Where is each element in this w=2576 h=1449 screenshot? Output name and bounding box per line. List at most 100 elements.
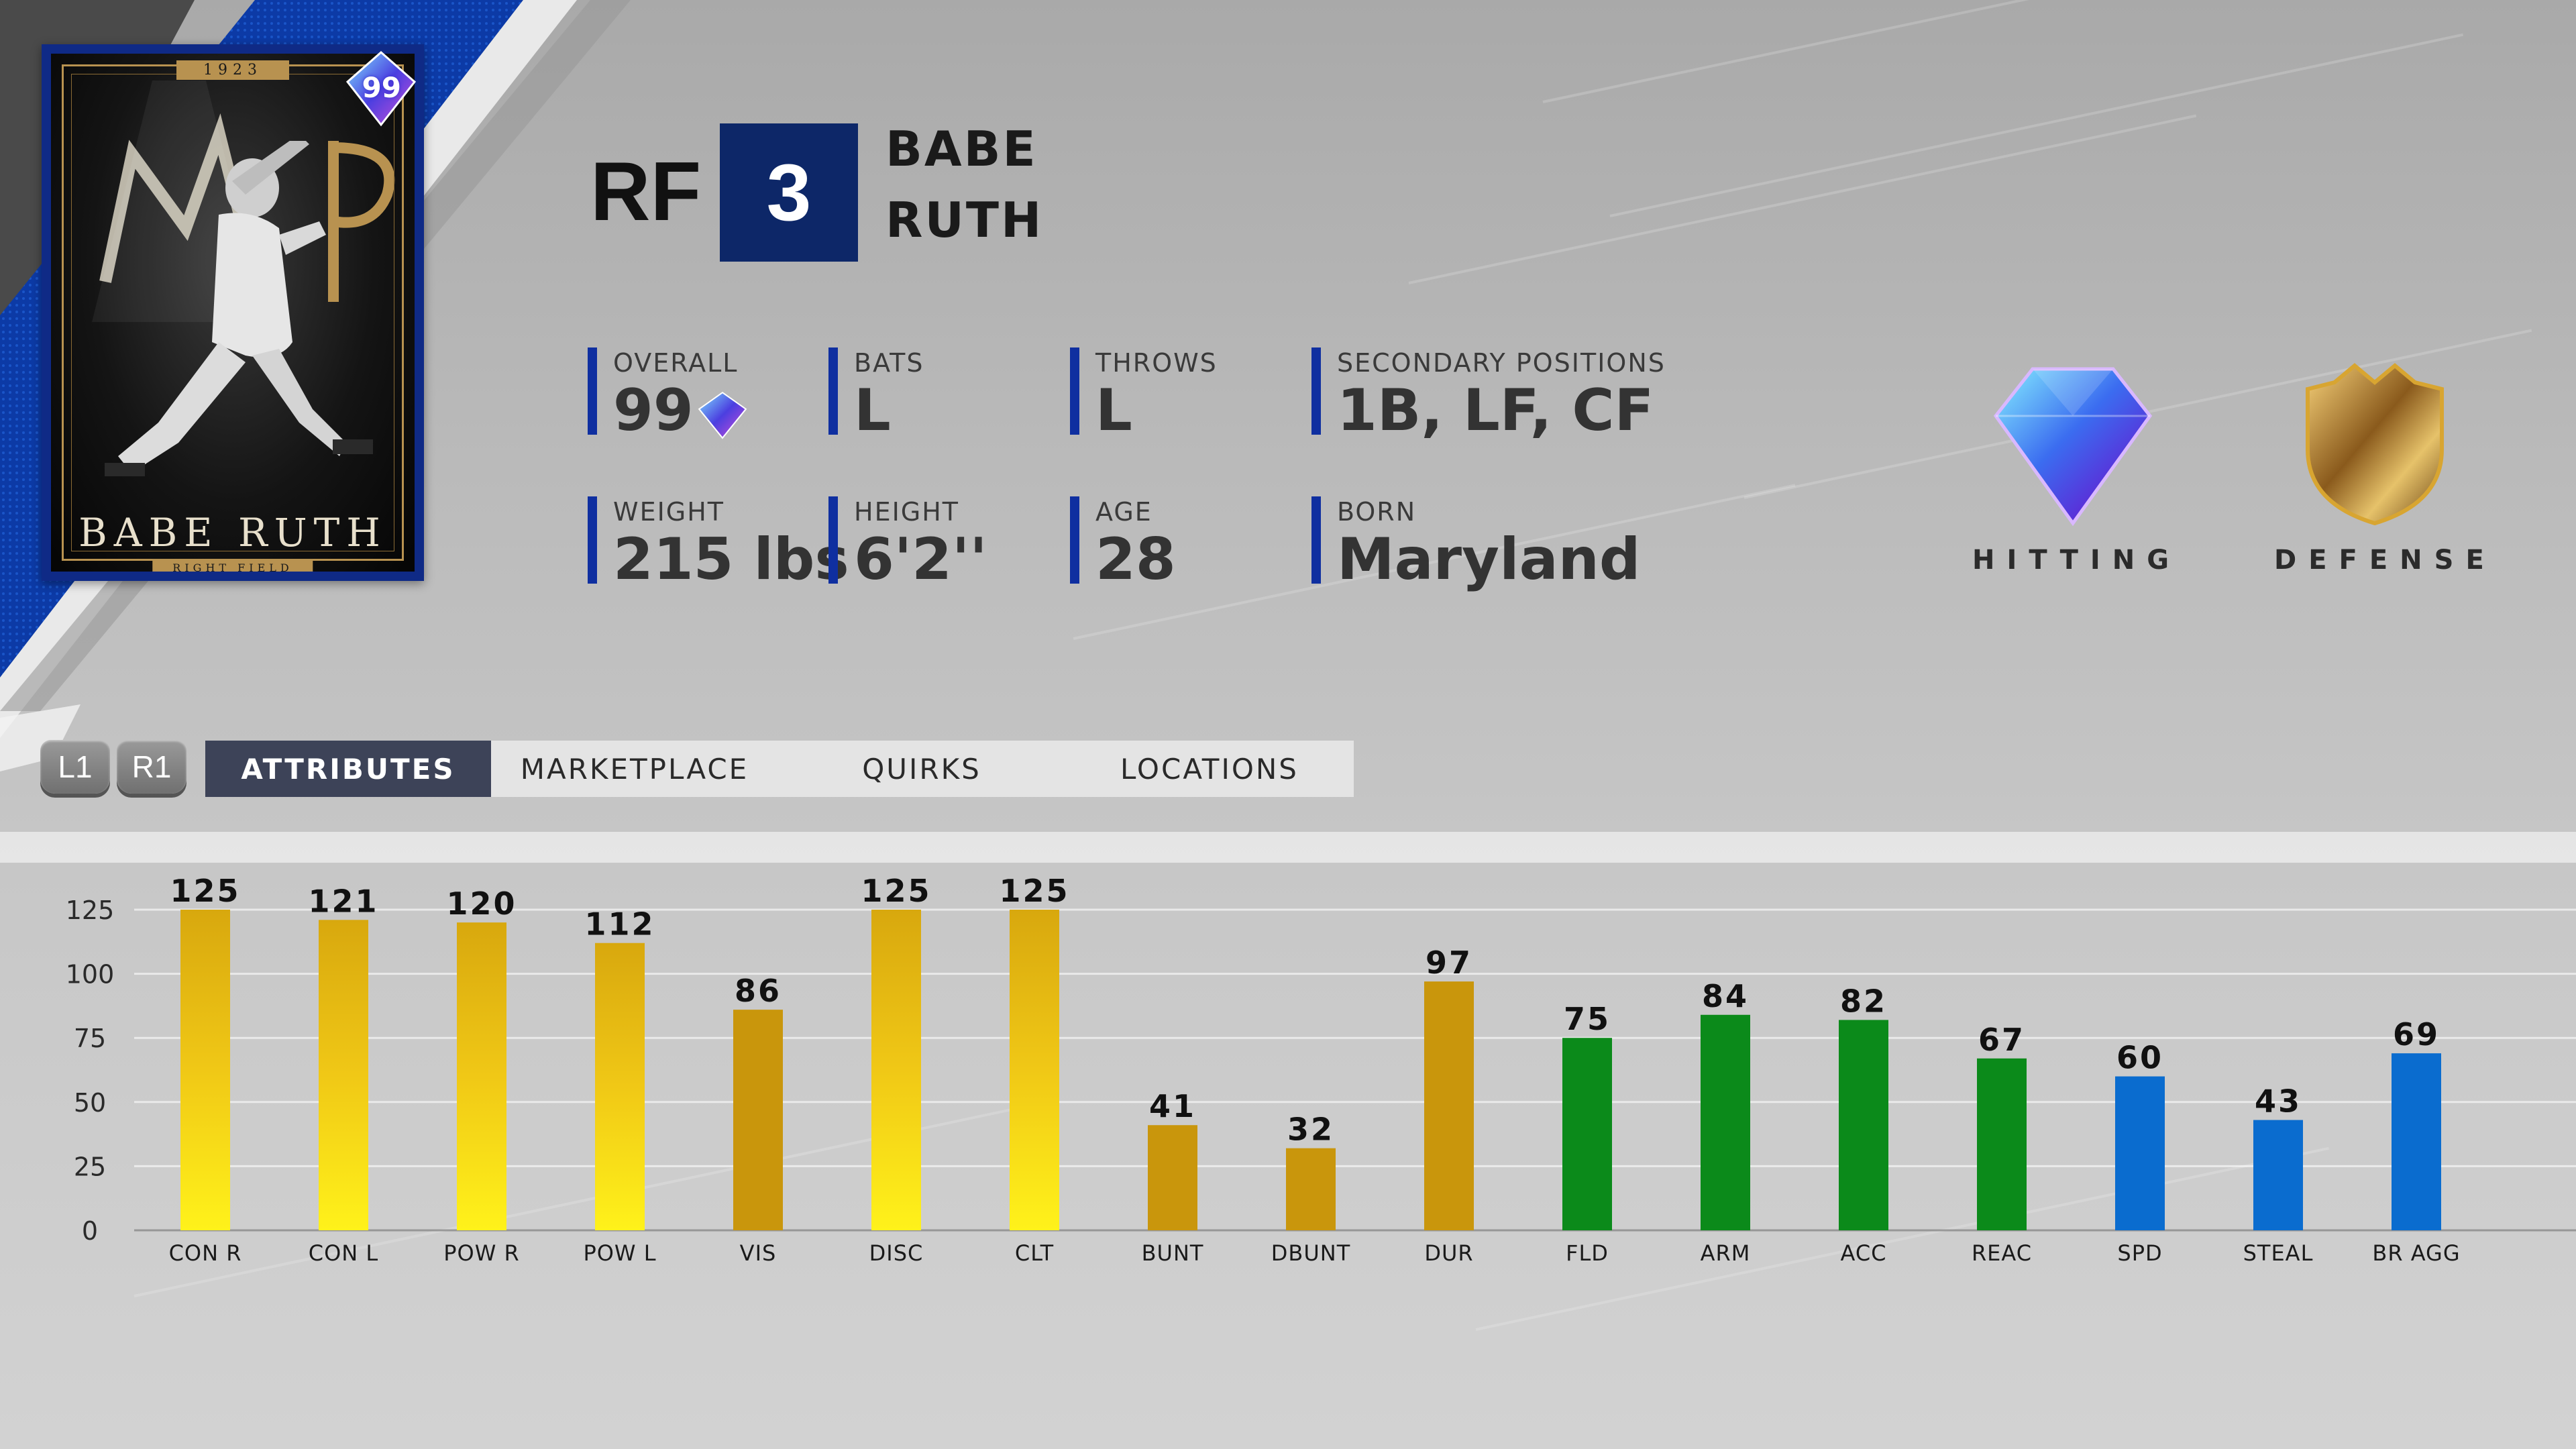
bar-value-label: 125 bbox=[170, 873, 240, 909]
y-tick-label: 125 bbox=[66, 896, 115, 925]
bar-value-label: 86 bbox=[735, 973, 782, 1009]
age-label: AGE bbox=[1095, 497, 1152, 527]
age-info: AGE 28 bbox=[1070, 496, 1176, 592]
bar-value-label: 32 bbox=[1287, 1112, 1334, 1148]
secondary-positions-value: 1B, LF, CF bbox=[1337, 377, 1654, 444]
secondary-positions-info: SECONDARY POSITIONS 1B, LF, CF bbox=[1311, 347, 1666, 443]
jersey-number: 3 bbox=[766, 148, 812, 237]
attribute-bar[interactable] bbox=[1839, 1020, 1888, 1230]
player-card[interactable]: 1923 BABE RUTH RIGHT FIELD 99 bbox=[42, 44, 424, 581]
bar-value-label: 97 bbox=[1426, 945, 1472, 981]
tab-attributes[interactable]: ATTRIBUTES bbox=[205, 741, 491, 797]
attribute-bar[interactable] bbox=[1010, 910, 1059, 1230]
bar-value-label: 67 bbox=[1978, 1022, 2025, 1058]
attribute-bar[interactable] bbox=[1148, 1125, 1197, 1230]
r1-button[interactable]: R1 bbox=[117, 740, 186, 794]
x-category-label: DUR bbox=[1424, 1240, 1473, 1266]
chart-header-strip bbox=[0, 832, 2576, 863]
x-category-label: SPD bbox=[2117, 1240, 2162, 1266]
x-category-label: FLD bbox=[1566, 1240, 1609, 1266]
y-tick-label: 50 bbox=[74, 1088, 106, 1118]
x-category-label: DISC bbox=[869, 1240, 924, 1266]
weight-info: WEIGHT 215 lbs bbox=[588, 496, 849, 592]
bar-value-label: 60 bbox=[2116, 1040, 2163, 1076]
tab-marketplace[interactable]: MARKETPLACE bbox=[520, 752, 749, 786]
bats-value: L bbox=[854, 377, 891, 444]
attribute-bar[interactable] bbox=[733, 1010, 783, 1230]
x-category-label: BUNT bbox=[1142, 1240, 1204, 1266]
jersey-number-box: 3 bbox=[720, 123, 858, 262]
card-player-name: BABE RUTH bbox=[78, 510, 387, 555]
bar-value-label: 84 bbox=[1702, 978, 1749, 1014]
height-info: HEIGHT 6'2'' bbox=[828, 496, 987, 592]
x-category-label: ARM bbox=[1701, 1240, 1751, 1266]
player-first-name: BABE bbox=[885, 121, 1038, 177]
card-year: 1923 bbox=[176, 60, 289, 80]
diamond-gem-icon bbox=[1993, 367, 2153, 527]
tab-quirks[interactable]: QUIRKS bbox=[862, 752, 981, 786]
player-photo bbox=[105, 141, 373, 476]
bar-value-label: 82 bbox=[1840, 983, 1887, 1019]
weight-value: 215 lbs bbox=[613, 526, 849, 593]
bar-value-label: 75 bbox=[1564, 1001, 1611, 1037]
age-value: 28 bbox=[1095, 526, 1176, 593]
attribute-bar[interactable] bbox=[1286, 1148, 1336, 1230]
x-category-label: POW R bbox=[443, 1240, 520, 1266]
attribute-bar[interactable] bbox=[2253, 1120, 2303, 1230]
bar-value-label: 125 bbox=[861, 873, 931, 909]
bar-value-label: 120 bbox=[446, 885, 517, 922]
attribute-bar[interactable] bbox=[1424, 981, 1474, 1230]
x-category-label: POW L bbox=[583, 1240, 656, 1266]
player-last-name: RUTH bbox=[885, 192, 1044, 248]
overall-label: OVERALL bbox=[613, 348, 739, 378]
attribute-bar[interactable] bbox=[595, 943, 645, 1230]
hitting-badge-label: HITTING bbox=[1972, 545, 2182, 576]
card-face: 1923 BABE RUTH RIGHT FIELD bbox=[51, 54, 415, 572]
gold-shield-icon bbox=[2306, 363, 2444, 526]
attribute-bar[interactable] bbox=[1977, 1058, 2027, 1230]
attribute-bar[interactable] bbox=[319, 920, 368, 1230]
attribute-bar[interactable] bbox=[1562, 1038, 1612, 1230]
born-info: BORN Maryland bbox=[1311, 496, 1640, 592]
attribute-bar[interactable] bbox=[180, 910, 230, 1230]
card-overall-rating: 99 bbox=[362, 71, 401, 104]
hitting-badge[interactable]: HITTING bbox=[1972, 362, 2174, 576]
bar-value-label: 69 bbox=[2393, 1016, 2440, 1053]
x-category-label: STEAL bbox=[2243, 1240, 2314, 1266]
x-category-label: CLT bbox=[1015, 1240, 1054, 1266]
l1-button[interactable]: L1 bbox=[40, 740, 110, 794]
card-position: RIGHT FIELD bbox=[152, 560, 313, 572]
y-tick-label: 75 bbox=[74, 1024, 106, 1053]
x-category-label: DBUNT bbox=[1271, 1240, 1351, 1266]
x-category-label: ACC bbox=[1840, 1240, 1886, 1266]
attribute-bar[interactable] bbox=[457, 922, 506, 1230]
attribute-bar[interactable] bbox=[2392, 1053, 2441, 1230]
defense-badge[interactable]: DEFENSE bbox=[2274, 362, 2484, 576]
card-inner-frame bbox=[71, 74, 394, 551]
attribute-bar[interactable] bbox=[871, 910, 921, 1230]
bar-value-label: 41 bbox=[1149, 1088, 1196, 1124]
born-value: Maryland bbox=[1337, 526, 1641, 593]
overall-value: 99 bbox=[613, 377, 694, 444]
attribute-bar[interactable] bbox=[1701, 1014, 1750, 1230]
bar-value-label: 125 bbox=[999, 873, 1069, 909]
player-position: RF bbox=[590, 146, 702, 238]
x-category-label: CON R bbox=[169, 1240, 242, 1266]
attribute-bar[interactable] bbox=[2115, 1076, 2165, 1230]
x-category-label: REAC bbox=[1972, 1240, 2032, 1266]
x-category-label: VIS bbox=[740, 1240, 777, 1266]
bats-info: BATS L bbox=[828, 347, 924, 443]
overall-info: OVERALL 99 bbox=[588, 347, 750, 443]
y-tick-label: 25 bbox=[74, 1152, 106, 1181]
bar-value-label: 43 bbox=[2255, 1083, 2302, 1120]
weight-label: WEIGHT bbox=[613, 497, 725, 527]
diamond-gem-icon bbox=[698, 391, 747, 439]
bar-value-label: 121 bbox=[308, 883, 378, 919]
tab-locations[interactable]: LOCATIONS bbox=[1120, 752, 1299, 786]
x-category-label: BR AGG bbox=[2372, 1240, 2460, 1266]
throws-info: THROWS L bbox=[1070, 347, 1218, 443]
attributes-bar-chart: 0 25 50 75 100 125 125 CON R 121 CON L 120 POW R 11… bbox=[66, 873, 2576, 1266]
secondary-positions-label: SECONDARY POSITIONS bbox=[1337, 348, 1666, 378]
y-tick-label: 0 bbox=[82, 1216, 98, 1246]
throws-label: THROWS bbox=[1095, 348, 1218, 378]
